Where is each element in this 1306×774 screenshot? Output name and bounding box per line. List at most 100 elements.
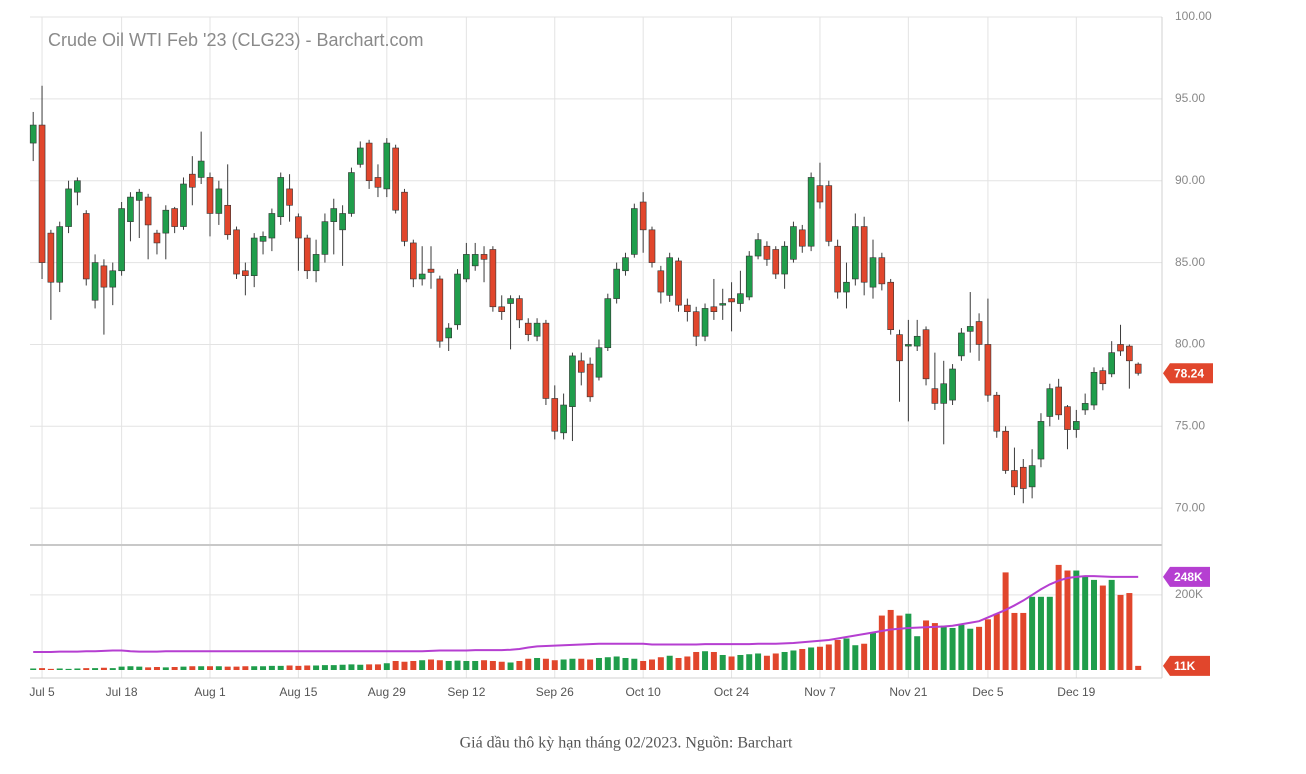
candle-body (374, 177, 382, 188)
labels: 70.00 75.00 80.00 85.00 90.00 95.00 100.00 200K… (29, 9, 1213, 699)
volume-bar (1082, 576, 1089, 670)
volume-bar (507, 662, 514, 670)
candle-body (339, 213, 346, 231)
candle-body (507, 298, 514, 304)
candle-body (171, 208, 178, 227)
y-tick-label: 95.00 (1175, 91, 1205, 105)
volume-bar (277, 665, 284, 670)
volume-bar (569, 658, 576, 670)
volume-bar (136, 666, 143, 670)
value-label: 11K (1174, 659, 1196, 673)
volume-bar (534, 657, 541, 670)
candle-body (498, 306, 506, 312)
candle-body (401, 191, 408, 242)
candle-body (754, 239, 762, 257)
volume-bar (1046, 596, 1053, 670)
candle-body (993, 394, 1001, 432)
volume-bar (286, 665, 293, 670)
candle-body (701, 308, 709, 337)
volume-bar (905, 613, 912, 670)
volume-bar (755, 653, 762, 670)
candle-body (648, 229, 656, 263)
candle-body (825, 185, 833, 242)
candle-body (418, 273, 426, 280)
candle-body (807, 177, 815, 247)
candle-body (913, 335, 921, 347)
candle-body (905, 344, 912, 347)
x-tick-label: Sep 26 (536, 685, 574, 699)
volume-bar (357, 664, 364, 670)
candle-body (197, 160, 205, 178)
candle-body (1028, 465, 1036, 488)
volume-bar (878, 615, 885, 670)
candle-body (135, 191, 143, 201)
x-tick-label: Dec 5 (972, 685, 1004, 699)
candle-body (595, 347, 603, 378)
volume-bar (702, 651, 709, 670)
candle-body (631, 208, 638, 255)
volume-bar (967, 628, 974, 670)
candle-body (975, 321, 983, 345)
volume-bar (153, 666, 160, 670)
candle-body (250, 237, 258, 276)
volume-bar (852, 645, 859, 670)
candle-body (410, 242, 417, 280)
candle-body (489, 249, 497, 308)
volume-bar (613, 656, 620, 670)
candle-body (586, 363, 594, 398)
candle-body (1099, 370, 1107, 385)
y-tick-label: 70.00 (1175, 500, 1205, 514)
volume-bar (578, 658, 585, 670)
volume-bar (224, 666, 231, 670)
candle-body (47, 232, 55, 283)
x-tick-label: Oct 10 (625, 685, 661, 699)
volume-bar (481, 660, 488, 670)
candle-body (860, 226, 868, 283)
candle-body (657, 270, 665, 293)
volume-bar (728, 656, 735, 670)
volume-bar (428, 659, 434, 670)
volume-bar (516, 660, 523, 670)
last-price-tag (1163, 363, 1213, 384)
candle-body (533, 322, 541, 337)
candle-body (719, 303, 727, 306)
volume-bar (772, 653, 779, 670)
candle-body (206, 177, 214, 214)
volume-bar (198, 666, 205, 670)
candle-body (180, 183, 187, 227)
candle-body (162, 209, 170, 234)
volume-bar (127, 666, 134, 670)
candle-body (551, 398, 559, 432)
candle-body (887, 281, 894, 331)
candle-body (1117, 344, 1124, 352)
volume-bar (1073, 570, 1080, 670)
candle-body (516, 298, 523, 321)
volume-bar (684, 656, 691, 670)
candle-body (1081, 403, 1089, 411)
volume-bar (180, 666, 187, 670)
volume-bar (383, 663, 390, 670)
candle-body (622, 257, 629, 272)
candle-body (233, 229, 240, 275)
volume-bar (710, 651, 717, 670)
candle-body (949, 368, 956, 401)
candle-body (1055, 386, 1062, 416)
candle-body (869, 257, 877, 288)
candle-body (781, 245, 788, 275)
candle-body (604, 298, 612, 349)
volume-bar (47, 668, 54, 670)
y-tick-label: 80.00 (1175, 337, 1205, 351)
candle-body (745, 255, 753, 298)
volume-bar (940, 625, 947, 670)
x-tick-label: Sep 12 (447, 685, 485, 699)
candle-body (728, 298, 735, 303)
candle-body (1037, 421, 1045, 460)
volume-bar (348, 664, 355, 670)
candle-body (984, 344, 992, 396)
candle-body (445, 327, 452, 339)
candle-body (480, 254, 488, 260)
volume-bar (604, 657, 611, 670)
volume-bar (551, 660, 558, 670)
candle-body (118, 208, 125, 272)
candle-body (542, 322, 550, 399)
